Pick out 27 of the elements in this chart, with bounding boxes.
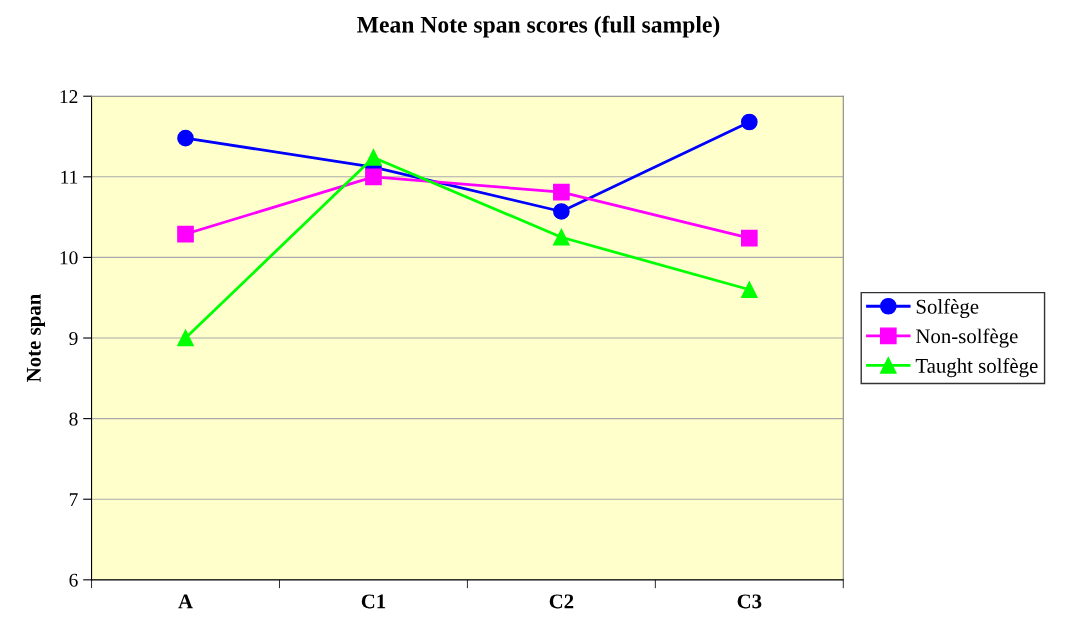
point (177, 129, 194, 147)
y-axis-title: Note span (26, 294, 46, 382)
y-tick-label: 11 (61, 170, 78, 184)
legend-label: Non-solfège (915, 328, 1018, 348)
x-tick-label: A (178, 594, 193, 609)
y-tick-label: 8 (69, 412, 78, 426)
point (740, 113, 758, 131)
point (177, 329, 194, 347)
point (553, 203, 570, 220)
point (553, 183, 570, 201)
legend-label: Solfège (916, 298, 979, 319)
y-tick-label: 6 (69, 573, 78, 587)
point (553, 228, 570, 246)
point (740, 281, 758, 298)
y-tick-label: 10 (60, 251, 78, 265)
y-tick-label: 7 (69, 493, 78, 506)
point (740, 229, 758, 247)
x-tick-label: C3 (737, 594, 762, 609)
y-tick-label: 12 (60, 90, 78, 103)
legend-label: Taught solfège (915, 358, 1038, 378)
x-tick-label: C2 (549, 594, 574, 609)
point (365, 149, 382, 166)
x-tick-label: C1 (361, 594, 386, 609)
y-tick-label: 9 (69, 331, 78, 345)
point (365, 168, 382, 186)
point (177, 225, 194, 243)
chart-title: Mean Note span scores (full sample) (357, 15, 720, 38)
